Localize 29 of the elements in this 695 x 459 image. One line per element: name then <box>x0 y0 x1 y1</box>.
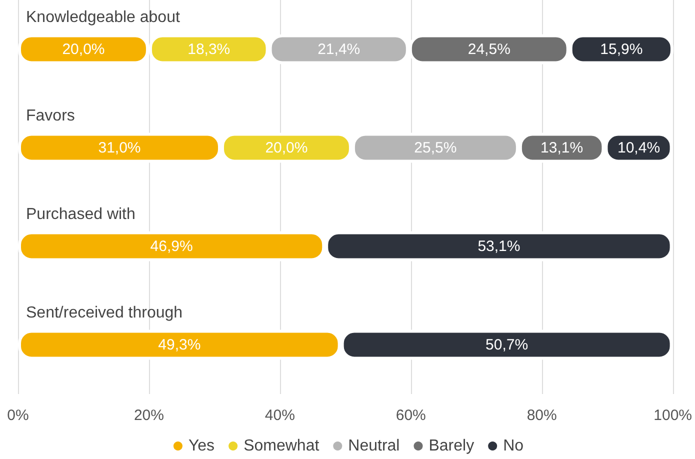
legend-label: No <box>503 438 524 454</box>
data-label: 20,0% <box>265 139 308 156</box>
data-label: 49,3% <box>158 336 201 354</box>
x-tick-label: 100% <box>654 407 692 424</box>
x-tick-label: 40% <box>264 407 295 424</box>
data-label: 15,9% <box>600 40 643 58</box>
data-label: 18,3% <box>188 40 230 58</box>
data-label: 21,4% <box>318 40 360 58</box>
data-label: 24,5% <box>468 40 510 58</box>
y-tick-label: Knowledgeable about <box>26 8 180 26</box>
data-label: 10,4% <box>617 139 660 156</box>
data-label: 25,5% <box>414 139 457 156</box>
legend-label: Neutral <box>348 438 400 454</box>
legend-label: Yes <box>188 438 215 454</box>
y-tick-label: Purchased with <box>26 206 136 223</box>
x-tick-label: 20% <box>134 407 164 424</box>
data-label: 46,9% <box>150 238 193 255</box>
legend-label: Barely <box>428 438 474 454</box>
x-tick-label: 60% <box>396 407 426 424</box>
y-tick-label: Sent/received through <box>26 304 183 322</box>
data-label: 53,1% <box>478 238 520 255</box>
data-label: 20,0% <box>62 40 105 58</box>
data-label: 13,1% <box>540 139 584 156</box>
legend-label: Somewhat <box>244 438 320 454</box>
y-tick-label: Favors <box>26 107 75 124</box>
x-tick-label: 0% <box>7 407 29 424</box>
data-label: 31,0% <box>98 139 141 156</box>
x-tick-label: 80% <box>526 407 557 424</box>
data-label: 50,7% <box>486 336 528 354</box>
